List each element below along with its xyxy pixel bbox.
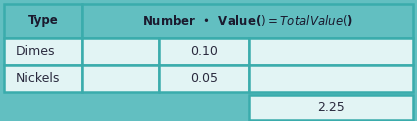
Text: 0.05: 0.05 xyxy=(191,72,219,85)
Bar xyxy=(82,4,413,38)
Bar xyxy=(4,38,82,65)
Text: Dimes: Dimes xyxy=(16,45,55,58)
Bar xyxy=(4,4,82,38)
Text: Type: Type xyxy=(28,14,58,27)
Text: 0.10: 0.10 xyxy=(191,45,219,58)
Bar xyxy=(82,65,159,92)
Bar xyxy=(249,65,413,92)
Text: Nickels: Nickels xyxy=(16,72,60,85)
Bar xyxy=(4,65,82,92)
Text: Number  •  Value($)  =  Total Value($): Number • Value($) = Total Value($) xyxy=(142,13,353,28)
Bar xyxy=(159,65,249,92)
Bar xyxy=(249,38,413,65)
Bar xyxy=(249,95,413,120)
Text: 2.25: 2.25 xyxy=(317,101,345,114)
Bar xyxy=(82,38,159,65)
Bar xyxy=(159,38,249,65)
